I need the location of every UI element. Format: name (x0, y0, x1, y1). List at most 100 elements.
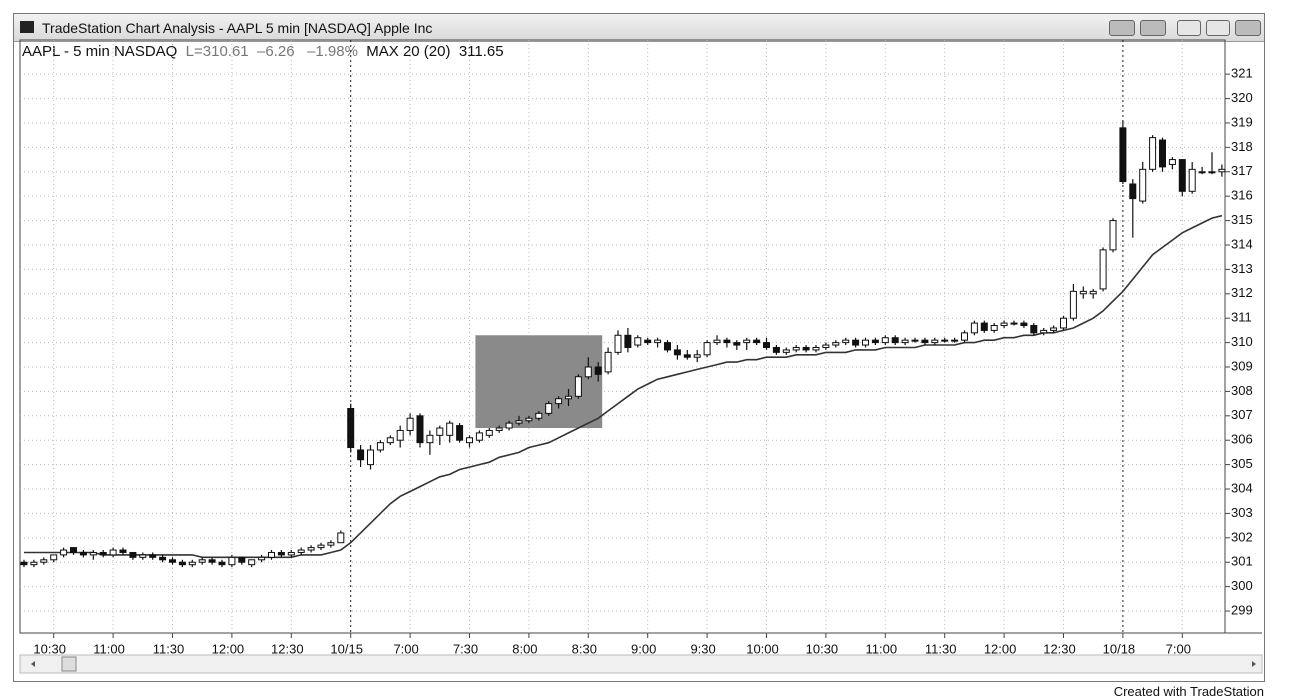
candle-body (1030, 325, 1038, 334)
candle-body (990, 325, 998, 331)
candle-body (535, 412, 543, 419)
scroll-left[interactable] (31, 661, 35, 667)
y-tick-label: 315 (1231, 212, 1253, 227)
candle-body (654, 339, 662, 344)
candle-body (931, 339, 939, 344)
y-tick-label: 321 (1231, 66, 1253, 81)
candle-body (297, 549, 305, 553)
y-tick-label: 307 (1231, 407, 1253, 422)
candle-body (614, 334, 622, 353)
y-tick-label: 314 (1231, 236, 1253, 251)
candle-body (1069, 290, 1077, 319)
x-tick-label: 10/15 (330, 641, 363, 656)
candle-body (832, 342, 840, 346)
y-tick-label: 309 (1231, 358, 1253, 373)
x-tick-label: 9:00 (631, 641, 656, 656)
candle-body (713, 339, 721, 344)
candle-body (287, 551, 295, 556)
candle-body (961, 332, 968, 341)
y-tick-label: 300 (1231, 578, 1253, 593)
candle-body (1129, 183, 1137, 200)
candle-body (475, 432, 483, 441)
candle-body (30, 561, 38, 566)
x-tick-label: 10:30 (33, 641, 66, 656)
candle-body (703, 342, 711, 356)
x-tick-label: 12:00 (984, 641, 1017, 656)
candle-body (723, 339, 731, 344)
x-tick-label: 7:00 (393, 641, 418, 656)
minimize-button[interactable] (1177, 20, 1201, 36)
candle-body (327, 542, 335, 546)
x-tick-label: 9:30 (690, 641, 715, 656)
candle-body (208, 559, 216, 563)
candle-body (277, 551, 285, 556)
candle-body (466, 437, 473, 444)
candle-body (357, 449, 365, 461)
candle-body (347, 407, 355, 449)
symbol: AAPL - 5 min NASDAQ (22, 43, 178, 60)
candle-body (574, 376, 582, 397)
candle-body (169, 559, 176, 563)
x-tick-label: 10:30 (806, 641, 839, 656)
candle-body (584, 366, 592, 378)
indicator-name: MAX 20 (20) (366, 43, 451, 60)
scrollbar[interactable] (19, 654, 1263, 674)
y-tick-label: 316 (1231, 188, 1253, 203)
candle-body (70, 547, 77, 553)
maximize-button[interactable] (1206, 20, 1230, 36)
app-icon (20, 21, 34, 33)
scroll-right[interactable] (1252, 661, 1256, 667)
candle-body (1188, 168, 1196, 192)
net-change: –6.26 (257, 43, 295, 60)
candle-body (822, 344, 830, 348)
candle-body (1010, 322, 1018, 325)
candle-body (772, 346, 780, 353)
indicator-value: 311.65 (458, 43, 504, 60)
candle-body (862, 339, 869, 346)
candle-body (812, 346, 820, 351)
close-button[interactable] (1235, 20, 1261, 36)
candle-body (1168, 159, 1176, 165)
candle-body (1000, 322, 1008, 327)
candle-body (99, 551, 107, 556)
moving-average-line (24, 214, 1223, 559)
footer: Created with TradeStation (1113, 684, 1264, 699)
candle-body (634, 337, 642, 346)
candle-body (495, 427, 503, 431)
candle-body (673, 349, 681, 356)
x-tick-label: 8:30 (572, 641, 597, 656)
candle-body (446, 422, 454, 436)
candle-body (891, 337, 899, 344)
candle-body (743, 339, 751, 344)
candle-body (1218, 168, 1226, 173)
candle-body (456, 425, 464, 441)
y-tick-label: 319 (1231, 114, 1253, 129)
x-tick-label: 12:30 (1043, 641, 1076, 656)
candle-body (60, 549, 68, 556)
y-tick-label: 312 (1231, 285, 1253, 300)
toolbar-button[interactable] (1109, 20, 1135, 36)
candle-body (238, 556, 246, 563)
candle-body (693, 354, 701, 358)
scroll-thumb[interactable] (61, 656, 77, 672)
candle-body (1119, 127, 1127, 183)
candle-body (792, 346, 800, 351)
candle-body (337, 532, 345, 544)
candle-body (139, 554, 147, 558)
candle-body (980, 322, 988, 331)
y-tick-label: 317 (1231, 163, 1253, 178)
candle-body (367, 449, 374, 466)
toolbar-button[interactable] (1140, 20, 1166, 36)
candle-body (40, 559, 48, 563)
x-tick-label: 11:30 (153, 641, 185, 656)
candle-body (159, 556, 167, 561)
candle-body (565, 395, 572, 400)
chart-header: AAPL - 5 min NASDAQ L=310.61 –6.26 –1.98… (22, 43, 504, 60)
candle-body (525, 417, 533, 422)
candle-body (733, 342, 741, 346)
candle-body (79, 551, 87, 556)
x-tick-label: 12:30 (271, 641, 304, 656)
candle-body (951, 339, 959, 342)
candle-body (426, 434, 434, 444)
